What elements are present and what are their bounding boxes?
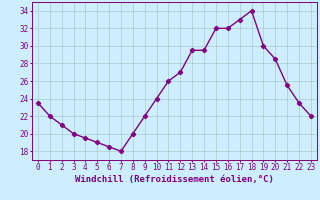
X-axis label: Windchill (Refroidissement éolien,°C): Windchill (Refroidissement éolien,°C): [75, 175, 274, 184]
